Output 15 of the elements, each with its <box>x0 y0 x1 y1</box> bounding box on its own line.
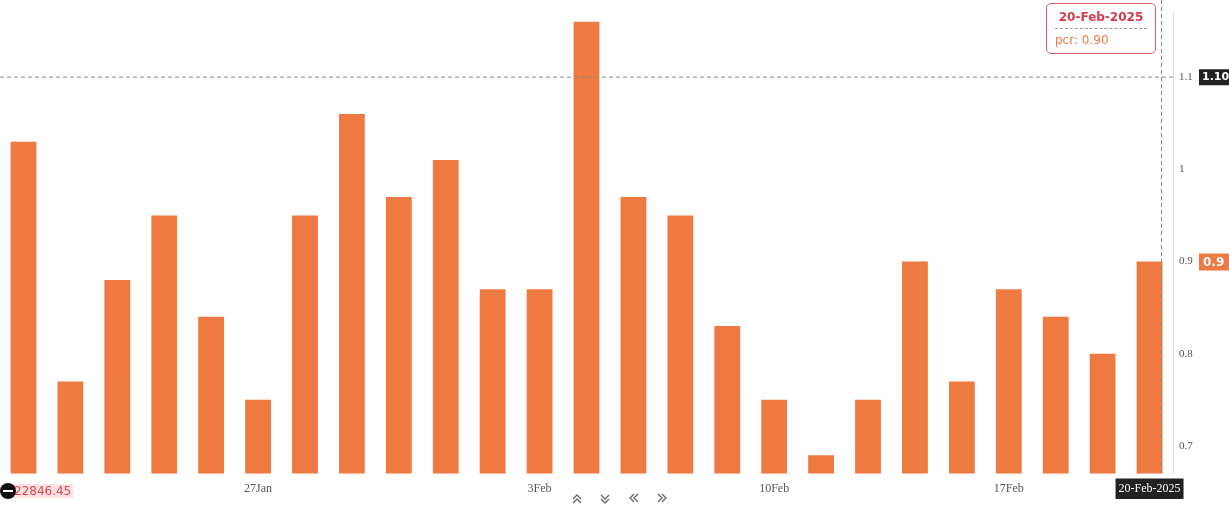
ref-line-label: 1.10 <box>1202 70 1229 83</box>
x-tick-label: 3Feb <box>527 480 552 495</box>
y-tick-label: 0.8 <box>1179 346 1194 359</box>
y-tick-label: 1 <box>1179 162 1185 175</box>
y-tick-label: 0.9 <box>1179 254 1194 267</box>
text: 0.9 <box>1203 254 1225 269</box>
x-tick-label: 10Feb <box>759 480 790 495</box>
text: 22846.45 <box>12 484 74 498</box>
y-tick-label: 1.1 <box>1179 70 1193 83</box>
annotation: 20-Feb-2025 <box>1058 10 1144 24</box>
annotation: pcr: 0.90 <box>1054 33 1110 47</box>
y-tick-label: 0.7 <box>1179 438 1194 451</box>
x-tick-label: 20-Feb-2025 <box>1118 480 1181 495</box>
x-tick-label: 27Jan <box>244 480 273 495</box>
x-tick-label: 17Feb <box>993 480 1024 495</box>
